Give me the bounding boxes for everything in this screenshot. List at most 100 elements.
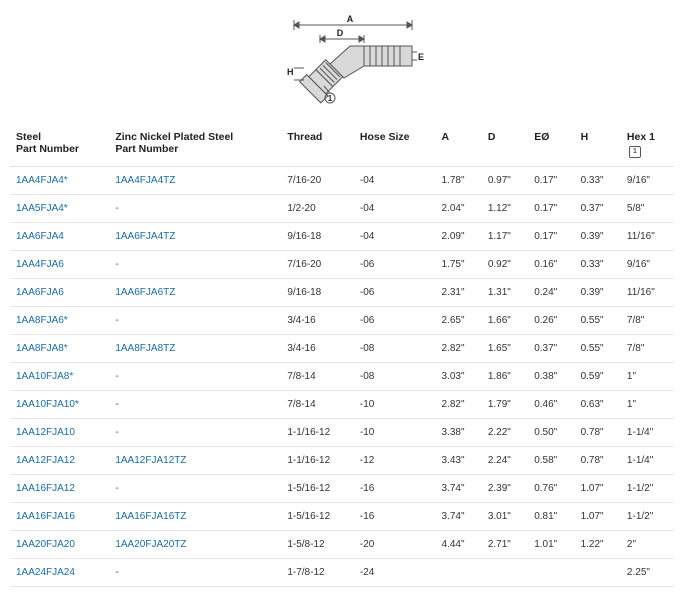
cell-hose: -04 bbox=[354, 167, 436, 195]
cell-Hex1: 9/16" bbox=[621, 251, 674, 279]
cell-steel: 1AA16FJA12 bbox=[10, 475, 109, 503]
empty-dash: - bbox=[115, 315, 118, 326]
cell-A: 2.82" bbox=[435, 391, 481, 419]
part-link[interactable]: 1AA12FJA10 bbox=[16, 427, 75, 438]
dim-label-D: D bbox=[337, 28, 344, 38]
part-link[interactable]: 1AA16FJA16TZ bbox=[115, 511, 186, 522]
cell-hose: -10 bbox=[354, 391, 436, 419]
cell-thread: 7/8-14 bbox=[281, 363, 354, 391]
cell-Hex1: 2.25" bbox=[621, 559, 674, 587]
part-link[interactable]: 1AA20FJA20TZ bbox=[115, 539, 186, 550]
col-label: Steel bbox=[16, 131, 103, 143]
col-steel: SteelPart Number bbox=[10, 123, 109, 167]
cell-steel: 1AA4FJA6 bbox=[10, 251, 109, 279]
cell-EO: 1.01" bbox=[528, 531, 574, 559]
cell-Hex1: 7/8" bbox=[621, 307, 674, 335]
cell-zinc: 1AA20FJA20TZ bbox=[109, 531, 281, 559]
cell-EO: 0.58" bbox=[528, 447, 574, 475]
table-row: 1AA10FJA8*-7/8-14-083.03"1.86"0.38"0.59"… bbox=[10, 363, 674, 391]
empty-dash: - bbox=[115, 427, 118, 438]
table-row: 1AA4FJA6-7/16-20-061.75"0.92"0.16"0.33"9… bbox=[10, 251, 674, 279]
table-row: 1AA8FJA6*-3/4-16-062.65"1.66"0.26"0.55"7… bbox=[10, 307, 674, 335]
cell-zinc: 1AA6FJA6TZ bbox=[109, 279, 281, 307]
part-link[interactable]: 1AA16FJA12 bbox=[16, 483, 75, 494]
cell-A: 2.04" bbox=[435, 195, 481, 223]
cell-A: 2.65" bbox=[435, 307, 481, 335]
cell-thread: 3/4-16 bbox=[281, 307, 354, 335]
cell-H: 1.07" bbox=[575, 503, 621, 531]
cell-EO: 0.37" bbox=[528, 335, 574, 363]
cell-EO: 0.24" bbox=[528, 279, 574, 307]
empty-dash: - bbox=[115, 483, 118, 494]
part-link[interactable]: 1AA12FJA12TZ bbox=[115, 455, 186, 466]
cell-D: 3.01" bbox=[482, 503, 528, 531]
col-label: D bbox=[488, 131, 522, 143]
part-link[interactable]: 1AA6FJA6 bbox=[16, 287, 64, 298]
part-link[interactable]: 1AA12FJA12 bbox=[16, 455, 75, 466]
cell-A: 2.82" bbox=[435, 335, 481, 363]
col-label-sub: Part Number bbox=[16, 143, 103, 155]
cell-zinc: - bbox=[109, 475, 281, 503]
cell-Hex1: 1-1/2" bbox=[621, 475, 674, 503]
table-row: 1AA12FJA10-1-1/16-12-103.38"2.22"0.50"0.… bbox=[10, 419, 674, 447]
cell-A: 2.31" bbox=[435, 279, 481, 307]
part-link[interactable]: 1AA24FJA24 bbox=[16, 567, 75, 578]
cell-hose: -04 bbox=[354, 223, 436, 251]
cell-H: 1.07" bbox=[575, 475, 621, 503]
cell-H: 0.63" bbox=[575, 391, 621, 419]
col-EO: EØ bbox=[528, 123, 574, 167]
cell-hose: -08 bbox=[354, 363, 436, 391]
cell-Hex1: 5/8" bbox=[621, 195, 674, 223]
part-link[interactable]: 1AA10FJA8* bbox=[16, 371, 73, 382]
part-link[interactable]: 1AA10FJA10* bbox=[16, 399, 79, 410]
part-link[interactable]: 1AA6FJA4 bbox=[16, 231, 64, 242]
col-D: D bbox=[482, 123, 528, 167]
cell-steel: 1AA12FJA10 bbox=[10, 419, 109, 447]
cell-zinc: 1AA16FJA16TZ bbox=[109, 503, 281, 531]
empty-dash: - bbox=[115, 203, 118, 214]
cell-thread: 7/16-20 bbox=[281, 251, 354, 279]
cell-A: 1.75" bbox=[435, 251, 481, 279]
cell-steel: 1AA8FJA8* bbox=[10, 335, 109, 363]
part-link[interactable]: 1AA4FJA4TZ bbox=[115, 175, 175, 186]
table-row: 1AA5FJA4*-1/2-20-042.04"1.12"0.17"0.37"5… bbox=[10, 195, 674, 223]
cell-hose: -06 bbox=[354, 251, 436, 279]
cell-zinc: - bbox=[109, 419, 281, 447]
part-link[interactable]: 1AA4FJA4* bbox=[16, 175, 68, 186]
part-link[interactable]: 1AA8FJA8* bbox=[16, 343, 68, 354]
col-label: A bbox=[441, 131, 475, 143]
col-zinc: Zinc Nickel Plated SteelPart Number bbox=[109, 123, 281, 167]
part-link[interactable]: 1AA6FJA4TZ bbox=[115, 231, 175, 242]
table-row: 1AA16FJA161AA16FJA16TZ1-5/16-12-163.74"3… bbox=[10, 503, 674, 531]
part-link[interactable]: 1AA5FJA4* bbox=[16, 203, 68, 214]
cell-thread: 9/16-18 bbox=[281, 223, 354, 251]
col-label-sub: Part Number bbox=[115, 143, 275, 155]
cell-H: 0.55" bbox=[575, 335, 621, 363]
cell-H: 1.22" bbox=[575, 531, 621, 559]
cell-D bbox=[482, 559, 528, 587]
col-Hex1: Hex 11 bbox=[621, 123, 674, 167]
part-link[interactable]: 1AA20FJA20 bbox=[16, 539, 75, 550]
part-link[interactable]: 1AA6FJA6TZ bbox=[115, 287, 175, 298]
table-row: 1AA20FJA201AA20FJA20TZ1-5/8-12-204.44"2.… bbox=[10, 531, 674, 559]
part-link[interactable]: 1AA16FJA16 bbox=[16, 511, 75, 522]
cell-hose: -04 bbox=[354, 195, 436, 223]
cell-A: 3.74" bbox=[435, 503, 481, 531]
table-row: 1AA4FJA4*1AA4FJA4TZ7/16-20-041.78"0.97"0… bbox=[10, 167, 674, 195]
col-label: Zinc Nickel Plated Steel bbox=[115, 131, 275, 143]
cell-A bbox=[435, 559, 481, 587]
col-hose: Hose Size bbox=[354, 123, 436, 167]
cell-steel: 1AA10FJA10* bbox=[10, 391, 109, 419]
table-header-row: SteelPart NumberZinc Nickel Plated Steel… bbox=[10, 123, 674, 167]
cell-D: 1.79" bbox=[482, 391, 528, 419]
cell-D: 1.86" bbox=[482, 363, 528, 391]
cell-D: 2.22" bbox=[482, 419, 528, 447]
cell-Hex1: 1-1/4" bbox=[621, 447, 674, 475]
cell-EO: 0.17" bbox=[528, 195, 574, 223]
empty-dash: - bbox=[115, 259, 118, 270]
part-link[interactable]: 1AA8FJA6* bbox=[16, 315, 68, 326]
part-link[interactable]: 1AA8FJA8TZ bbox=[115, 343, 175, 354]
cell-thread: 9/16-18 bbox=[281, 279, 354, 307]
part-link[interactable]: 1AA4FJA6 bbox=[16, 259, 64, 270]
cell-EO bbox=[528, 559, 574, 587]
